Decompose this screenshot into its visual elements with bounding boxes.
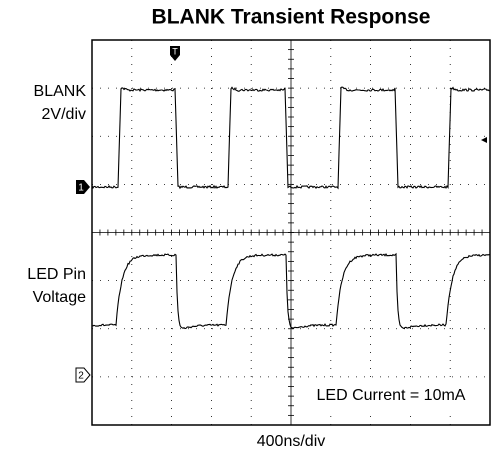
channel-marker-icon [76,180,90,194]
timebase: 400ns/div [257,433,326,450]
channel-marker: 2 [78,371,84,382]
channel-label: Voltage [33,289,86,306]
annotation-bg [298,380,484,410]
channel-label: LED Pin [27,266,86,283]
channel-marker-icon [75,367,91,383]
channel-label: 2V/div [42,106,86,123]
trigger-level-marker [481,137,487,143]
title: BLANK Transient Response [152,6,431,29]
traces [91,86,491,330]
trigger-marker-icon [170,46,180,61]
trigger-marker: T [172,46,178,56]
channel-marker: 1 [78,183,84,194]
channel-label: BLANK [34,83,87,100]
graticule [91,39,491,426]
screen-border [91,39,491,426]
trace-led [91,252,491,330]
trace-blank [91,86,491,190]
annotation: LED Current = 10mA [317,387,466,404]
